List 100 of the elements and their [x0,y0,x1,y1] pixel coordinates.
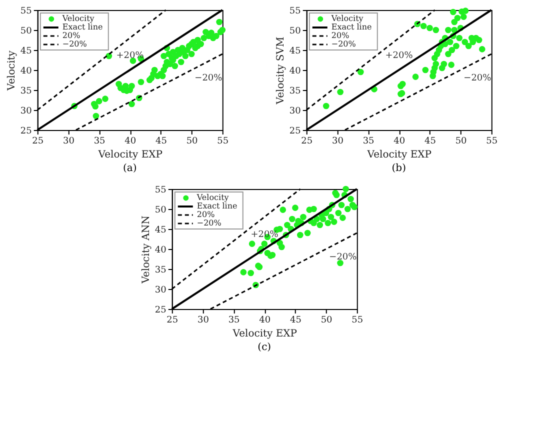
point [448,62,454,68]
y-tick-label: 55 [154,186,167,196]
point [432,26,440,34]
legend-label: 20% [62,31,81,40]
y-axis-title: Velocity SVM [275,36,286,106]
legend-label: Velocity [61,14,95,23]
point [451,26,458,34]
x-tick-label: 50 [455,136,468,146]
point [310,206,317,212]
x-axis-title: Velocity EXP [97,150,163,160]
y-tick-label: 35 [289,86,302,96]
x-tick-label: 50 [320,316,333,326]
x-tick-label: 40 [259,316,271,326]
point [300,214,306,220]
point [422,66,429,74]
y-tick-label: 40 [154,246,167,256]
annotation: −20% [329,252,358,262]
point [340,214,346,221]
point [284,222,290,228]
point [276,226,283,232]
y-tick-label: 45 [20,46,32,56]
x-tick-label: 55 [217,136,229,146]
x-tick-label: 40 [394,136,406,146]
y-tick-label: 35 [20,86,32,96]
legend-label: −20% [62,40,88,48]
x-tick-label: 30 [62,136,75,146]
legend-label: Exact line [62,22,104,32]
point [478,46,486,52]
point [460,14,467,20]
point [292,204,298,211]
point [426,24,433,32]
y-tick-label: 50 [20,26,32,36]
text: (b) [392,163,406,174]
point [476,36,482,44]
point [453,42,460,50]
point [412,74,419,80]
point [420,22,427,30]
x-axis-title: Velocity EXP [232,328,298,340]
y-tick-label: 40 [289,66,302,76]
point [348,196,354,202]
y-tick-label: 25 [154,306,167,316]
x-tick-label: 45 [424,136,436,146]
point [462,38,468,46]
x-tick-label: 55 [486,136,498,146]
legend-label: 20% [331,31,350,40]
y-tick-label: 25 [289,126,302,136]
y-tick-label: 30 [154,286,167,296]
text: (a) [123,163,137,174]
point [344,206,351,212]
y-tick-label: 35 [154,266,167,276]
legend-label: Exact line [331,22,372,32]
point [278,244,285,250]
y-tick-label: 25 [20,126,32,136]
point [328,214,334,220]
x-tick-label: 50 [186,136,198,146]
annotation: +20% [116,51,144,61]
point [248,270,254,276]
point [280,206,286,213]
point [456,34,462,42]
annotation: +20% [385,51,414,61]
point [324,220,332,226]
legend-label: Velocity [330,14,364,23]
point [454,14,461,22]
point [337,88,344,96]
x-tick-label: 35 [362,136,375,146]
point [335,210,342,216]
point [320,216,326,222]
point [248,240,256,247]
point [446,38,454,46]
legend-label: Exact line [196,202,238,210]
point [432,60,440,68]
y-tick-label: 40 [20,66,32,76]
y-tick-label: 55 [289,6,302,16]
point [342,186,349,192]
point [296,232,304,238]
legend-label: Velocity [196,193,230,202]
point [465,42,472,50]
point [450,8,456,16]
annotation: −20% [464,73,492,84]
point [288,216,296,222]
point [338,202,345,208]
point [448,46,456,54]
point [445,50,452,58]
point [310,220,317,226]
x-tick-label: 25 [166,316,178,326]
point [314,216,320,222]
point [357,68,364,76]
point [261,240,268,247]
point [445,26,452,34]
point [337,260,344,266]
point [304,230,311,236]
y-tick-label: 30 [289,106,302,116]
x-tick-label: 40 [124,136,136,146]
x-tick-label: 25 [301,136,313,146]
point [462,8,469,14]
text: (c) [258,342,272,353]
point [322,102,330,110]
point [316,222,324,228]
point [240,269,247,276]
y-tick-label: 45 [289,46,302,56]
